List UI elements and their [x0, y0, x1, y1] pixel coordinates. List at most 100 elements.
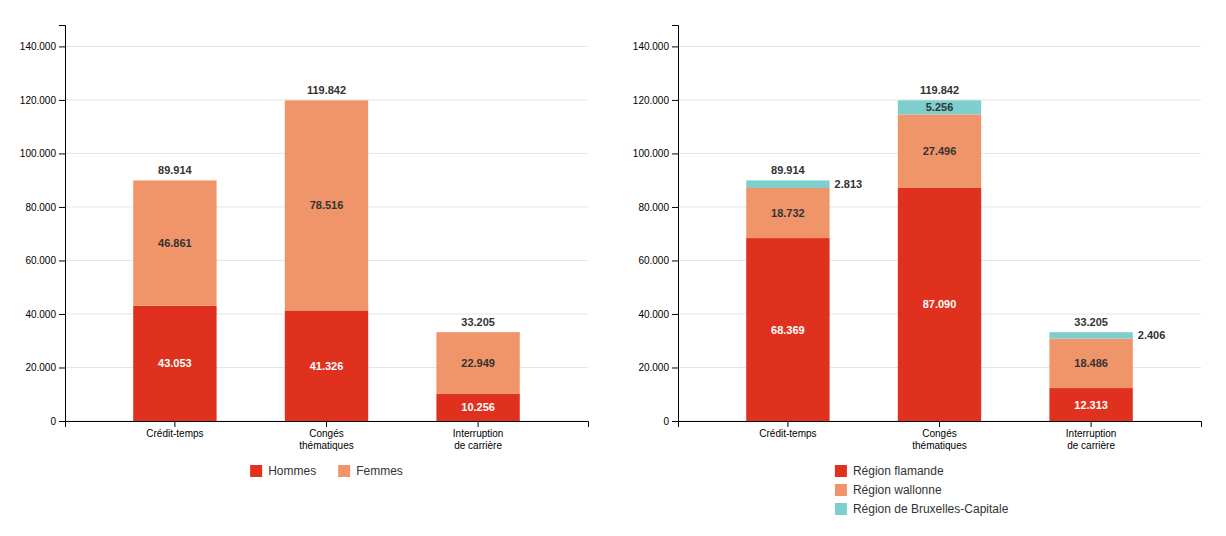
y-tick-mark — [59, 46, 65, 47]
y-tick-label: 40.000 — [25, 309, 56, 320]
x-tick-label-line: de carrière — [454, 440, 502, 451]
legend-item: Femmes — [338, 464, 403, 478]
bars — [746, 100, 1133, 421]
bar-segment — [1049, 339, 1132, 388]
total-label: 33.205 — [1074, 316, 1108, 328]
grid — [678, 46, 1201, 421]
y-tick-mark — [672, 367, 678, 368]
legend-item: Région wallonne — [835, 483, 942, 497]
y-tick-mark — [59, 153, 65, 154]
x-tick-label: Interruptionde carrière — [1066, 428, 1117, 451]
x-tick-label-line: Crédit-temps — [759, 428, 816, 439]
y-tick: 140.000 — [20, 41, 65, 52]
x-tick-label-line: Crédit-temps — [146, 428, 203, 439]
data-label: 22.949 — [461, 357, 495, 369]
y-tick: 0 — [50, 416, 65, 427]
grid-line — [65, 99, 588, 100]
data-labels: 43.05341.32610.25646.86178.51622.94989.9… — [158, 84, 495, 413]
x-tick-label-line: Congés — [309, 428, 343, 439]
x-tick-label-line: Interruption — [453, 428, 504, 439]
legend-swatch — [835, 465, 847, 477]
x-tick: Interruptionde carrière — [453, 421, 504, 451]
legend-label: Région wallonne — [853, 483, 942, 497]
grid-line — [678, 99, 1201, 100]
x-tick-label-line: thématiques — [299, 440, 353, 451]
total-label: 89.914 — [158, 164, 193, 176]
bar-segment — [898, 188, 981, 421]
legend-label: Région flamande — [853, 464, 944, 478]
total-label: 119.842 — [307, 84, 346, 96]
x-tick-label: Crédit-temps — [759, 428, 816, 439]
y-tick-label: 100.000 — [20, 148, 57, 159]
bar-segment — [1049, 388, 1132, 421]
y-tick: 20.000 — [25, 362, 65, 373]
data-label: 12.313 — [1074, 399, 1108, 411]
bar-segment — [746, 188, 829, 238]
x-tick-label: Congésthématiques — [299, 428, 353, 451]
x-tick-label: Interruptionde carrière — [453, 428, 504, 451]
bar-segment — [898, 114, 981, 188]
legend: Hommes Femmes — [250, 464, 403, 478]
y-tick: 100.000 — [20, 148, 65, 159]
bar-segment — [436, 332, 519, 393]
y-tick-label: 0 — [663, 416, 669, 427]
y-tick: 120.000 — [633, 95, 678, 106]
y-tick-mark — [672, 153, 678, 154]
y-tick: 0 — [663, 416, 678, 427]
x-tick-mark — [787, 421, 788, 427]
bar-segment — [1049, 332, 1132, 338]
grid — [65, 46, 588, 421]
panel: 020.00040.00060.00080.000100.000120.0001… — [20, 26, 589, 479]
y-tick-label: 0 — [50, 416, 56, 427]
legend-swatch — [250, 465, 262, 477]
grid-line — [65, 46, 588, 47]
y-tick: 40.000 — [25, 309, 65, 320]
legend-item: Hommes — [250, 464, 316, 478]
y-tick: 60.000 — [25, 255, 65, 266]
y-tick-mark — [59, 100, 65, 101]
x-tick-label-line: Congés — [922, 428, 956, 439]
y-tick-label: 40.000 — [638, 309, 669, 320]
y-tick-mark — [672, 207, 678, 208]
bar-segment — [285, 310, 368, 421]
x-tick-label: Congésthématiques — [912, 428, 966, 451]
legend-swatch — [835, 503, 847, 515]
y-tick-label: 120.000 — [20, 95, 57, 106]
x-axis: Crédit-temps Congésthématiques Interruptio… — [679, 421, 1202, 451]
x-tick: Interruptionde carrière — [1066, 421, 1117, 451]
y-tick-mark — [59, 260, 65, 261]
x-tick-label: Crédit-temps — [146, 428, 203, 439]
y-tick: 60.000 — [638, 255, 678, 266]
x-tick: Crédit-temps — [146, 421, 203, 439]
data-label: 27.496 — [923, 145, 957, 157]
legend-label: Femmes — [356, 464, 403, 478]
data-label: 43.053 — [158, 357, 192, 369]
bar-segment — [746, 180, 829, 188]
chart-svg: 020.00040.00060.00080.000100.000120.0001… — [0, 0, 1226, 536]
legend-swatch — [338, 465, 350, 477]
data-label: 5.256 — [926, 101, 954, 113]
x-tick-label-line: Interruption — [1066, 428, 1117, 439]
y-axis: 020.00040.00060.00080.000100.000120.0001… — [633, 26, 679, 427]
data-label: 87.090 — [923, 298, 957, 310]
bar-segment — [898, 100, 981, 114]
y-tick-mark — [672, 46, 678, 47]
x-tick-mark — [326, 421, 327, 427]
x-tick-label-line: de carrière — [1067, 440, 1115, 451]
data-label: 78.516 — [310, 199, 344, 211]
y-tick-label: 140.000 — [20, 41, 57, 52]
x-tick-mark — [1091, 421, 1092, 427]
x-axis-line — [679, 422, 1202, 428]
x-axis-line — [66, 422, 589, 428]
y-tick-mark — [59, 207, 65, 208]
y-tick-label: 120.000 — [633, 95, 670, 106]
x-tick-mark — [478, 421, 479, 427]
y-tick-mark — [59, 314, 65, 315]
total-label: 33.205 — [461, 316, 495, 328]
y-tick-label: 20.000 — [638, 362, 669, 373]
x-tick: Congésthématiques — [299, 421, 353, 451]
y-axis: 020.00040.00060.00080.000100.000120.0001… — [20, 26, 66, 427]
x-tick: Congésthématiques — [912, 421, 966, 451]
bar-segment — [133, 180, 216, 305]
y-tick-mark — [59, 421, 65, 422]
